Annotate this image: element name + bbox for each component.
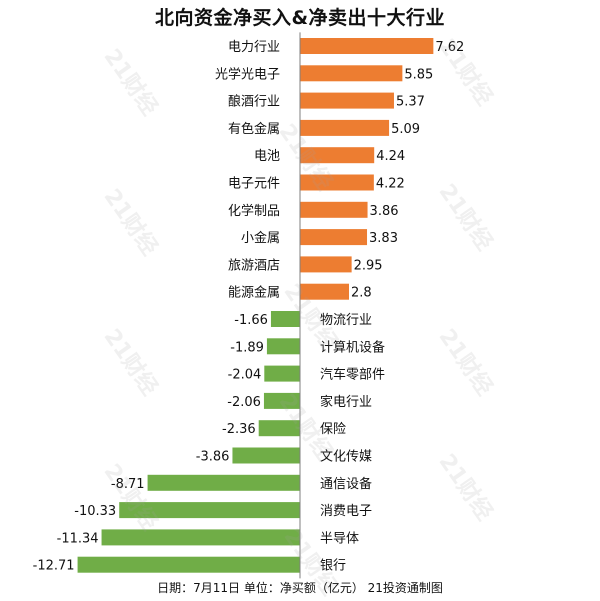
- category-label: 有色金属: [228, 121, 280, 137]
- category-label: 电力行业: [228, 40, 280, 55]
- value-label: -2.36: [222, 422, 256, 437]
- labels-layer: 电力行业 7.62 光学光电子 5.85 酿酒行业 5.37 有色金属 5.09 电池 4.24 电…: [33, 40, 465, 574]
- value-label: 2.8: [351, 286, 372, 301]
- category-label: 电子元件: [228, 177, 280, 192]
- bars-layer: [77, 38, 434, 573]
- bar-4: [300, 119, 390, 136]
- category-label: 物流行业: [320, 313, 372, 328]
- value-label: -1.66: [234, 313, 268, 328]
- bar-8: [300, 229, 368, 246]
- bar-10: [300, 283, 349, 300]
- value-label: 5.37: [396, 95, 425, 110]
- bar-16: [232, 447, 300, 464]
- category-label: 酿酒行业: [228, 94, 280, 110]
- bar-11: [270, 311, 300, 327]
- value-label: 4.22: [376, 177, 405, 192]
- category-label: 旅游酒店: [228, 258, 280, 273]
- value-label: -10.33: [74, 504, 116, 519]
- category-label: 小金属: [241, 230, 280, 246]
- value-label: -2.04: [228, 368, 262, 383]
- category-label: 能源金属: [228, 285, 280, 301]
- bar-12: [266, 338, 300, 355]
- chart-footer: 日期：7月11日 单位：净买额（亿元） 21投资通制图: [157, 581, 443, 595]
- category-label: 通信设备: [320, 476, 372, 492]
- bar-2: [300, 65, 403, 82]
- value-label: 4.24: [376, 149, 405, 164]
- value-label: -11.34: [57, 531, 99, 546]
- bar-20: [77, 556, 300, 573]
- value-label: 7.62: [435, 40, 464, 55]
- bar-15: [258, 420, 300, 437]
- bar-1: [300, 38, 434, 54]
- category-label: 半导体: [320, 531, 359, 546]
- value-label: -3.86: [196, 450, 230, 465]
- category-label: 化学制品: [228, 203, 280, 219]
- bar-9: [300, 256, 352, 273]
- category-label: 光学光电子: [215, 66, 280, 82]
- bar-13: [264, 365, 300, 382]
- bar-18: [119, 502, 300, 519]
- value-label: 5.85: [404, 67, 433, 82]
- category-label: 保险: [320, 422, 346, 437]
- bar-6: [300, 174, 374, 191]
- value-label: -2.06: [227, 395, 261, 410]
- category-label: 计算机设备: [320, 339, 385, 355]
- bar-19: [101, 529, 300, 546]
- category-label: 文化传媒: [320, 450, 372, 465]
- category-label: 银行: [320, 559, 346, 574]
- category-label: 电池: [254, 149, 280, 164]
- value-label: -12.71: [33, 559, 75, 574]
- bar-17: [147, 474, 300, 491]
- bar-3: [300, 92, 394, 109]
- bar-7: [300, 201, 368, 218]
- value-label: 5.09: [391, 122, 420, 137]
- value-label: -1.89: [230, 340, 264, 355]
- category-label: 消费电子: [320, 504, 372, 519]
- bar-5: [300, 147, 375, 164]
- bar-14: [263, 392, 300, 409]
- category-label: 汽车零部件: [320, 367, 385, 383]
- chart-title: 北向资金净买入&净卖出十大行业: [154, 7, 446, 29]
- value-label: 3.86: [370, 204, 399, 219]
- value-label: -8.71: [111, 477, 145, 492]
- value-label: 3.83: [369, 231, 398, 246]
- value-label: 2.95: [354, 258, 383, 273]
- category-label: 家电行业: [320, 394, 372, 410]
